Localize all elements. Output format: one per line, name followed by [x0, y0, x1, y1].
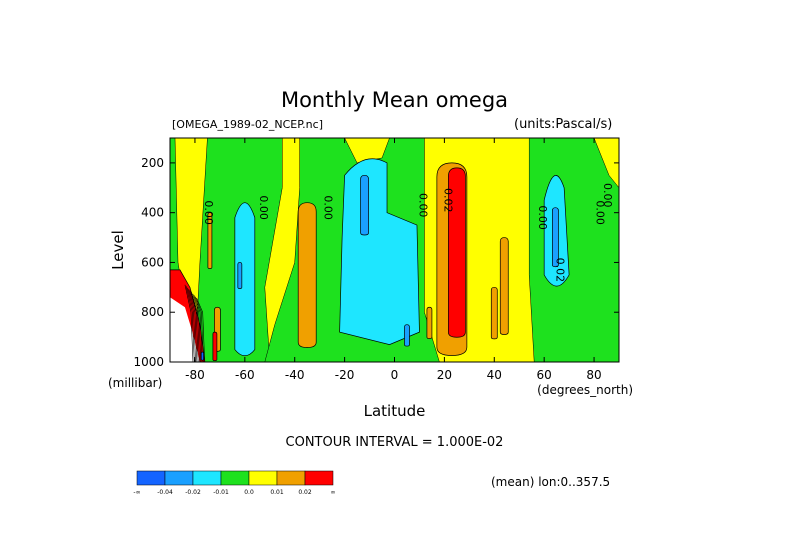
- contour-label: 0.00: [257, 195, 270, 220]
- colorbar-label: -0.04: [157, 489, 173, 496]
- y-tick-label: 600: [141, 255, 164, 269]
- contour-fill: [169, 137, 620, 363]
- y-axis-title: Level: [109, 230, 127, 270]
- steep-contour-line: [188, 289, 198, 363]
- contour-label: 0.00: [594, 200, 607, 225]
- steep-contour-line: [195, 296, 204, 363]
- colorbar-swatch: [136, 470, 166, 486]
- contour-labels: 0.00 0.00 0.00 0.00 0.020.000.020.000.00: [202, 183, 614, 282]
- contour-label: 0.00: [416, 193, 429, 218]
- x-tick-label: -60: [235, 368, 255, 382]
- contour-label: 0.00: [601, 183, 614, 208]
- colorbar-label: -∞: [133, 489, 140, 496]
- x-axis: -80 -60 -40 -20 0 20 40 60 80 Latitude (degrees_no…: [185, 138, 633, 420]
- steep-contour-line: [185, 286, 195, 363]
- contour-label: 0.00: [202, 200, 215, 225]
- colorbar-label: ∞: [331, 489, 336, 496]
- x-tick-label: -20: [335, 368, 355, 382]
- region-red: [212, 331, 218, 362]
- x-tick-label: -80: [185, 368, 205, 382]
- mean-note: (mean) lon:0..357.5: [491, 475, 611, 489]
- region-orange: [499, 237, 509, 335]
- region-medblue: [404, 324, 410, 347]
- region-blue: [200, 351, 204, 361]
- colorbar-swatch: [304, 470, 334, 486]
- colorbar-label: -0.01: [213, 489, 229, 496]
- x-tick-label: 80: [586, 368, 601, 382]
- region-orange: [297, 202, 317, 348]
- steep-contour-line: [184, 284, 194, 363]
- x-tick-label: 40: [487, 368, 502, 382]
- colorbar-label: -0.02: [185, 489, 201, 496]
- x-tick-label: 60: [537, 368, 552, 382]
- steep-contour-line: [193, 295, 203, 363]
- chart-title: Monthly Mean omega: [280, 88, 509, 112]
- region-red: [448, 167, 466, 338]
- steep-contour-line: [192, 293, 202, 363]
- colorbar-swatch: [220, 470, 250, 486]
- colorbar-swatch: [276, 470, 306, 486]
- region-orange: [426, 306, 433, 339]
- region-orange: [207, 212, 213, 269]
- colorbar-swatch: [164, 470, 194, 486]
- region-cyan: [339, 158, 420, 345]
- colorbar-label: 0.01: [270, 489, 284, 496]
- region-cyan: [234, 202, 256, 357]
- y-tick-label: 1000: [133, 355, 164, 369]
- steep-contour-line: [189, 290, 199, 363]
- units-label: (units:Pascal/s): [514, 117, 613, 132]
- colorbar-label: 0.02: [298, 489, 312, 496]
- steep-contours: [184, 284, 205, 363]
- contour-label: 0.00: [322, 195, 335, 220]
- contour-label: 0.02: [554, 258, 567, 283]
- y-tick-label: 200: [141, 156, 164, 170]
- x-tick-label: -40: [285, 368, 305, 382]
- region-green: [528, 137, 620, 363]
- steep-contour-line: [191, 292, 200, 363]
- contour-label: 0.02: [441, 188, 454, 213]
- colorbar-label: 0.0: [244, 489, 254, 496]
- region-orange: [490, 286, 498, 340]
- region-medblue: [237, 262, 243, 289]
- x-axis-units: (degrees_north): [537, 383, 633, 397]
- y-axis-units: (millibar): [108, 376, 162, 390]
- contour-label: 0.00: [536, 205, 549, 230]
- colorbar-swatch: [192, 470, 222, 486]
- x-tick-label: 20: [437, 368, 452, 382]
- y-tick-label: 800: [141, 305, 164, 319]
- contour-interval: CONTOUR INTERVAL = 1.000E-02: [285, 435, 504, 450]
- colorbar-swatch: [248, 470, 278, 486]
- colorbar: -∞ -0.04 -0.02 -0.01 0.0 0.01 0.02 ∞: [133, 470, 336, 496]
- dataset-filename: [OMEGA_1989-02_NCEP.nc]: [172, 118, 323, 131]
- region-medblue: [360, 174, 369, 236]
- y-tick-label: 400: [141, 206, 164, 220]
- x-axis-title: Latitude: [364, 402, 426, 420]
- region-medblue: [552, 207, 559, 268]
- steep-contour-line: [187, 287, 196, 363]
- x-tick-label: 0: [391, 368, 399, 382]
- steep-contour-line: [196, 298, 205, 363]
